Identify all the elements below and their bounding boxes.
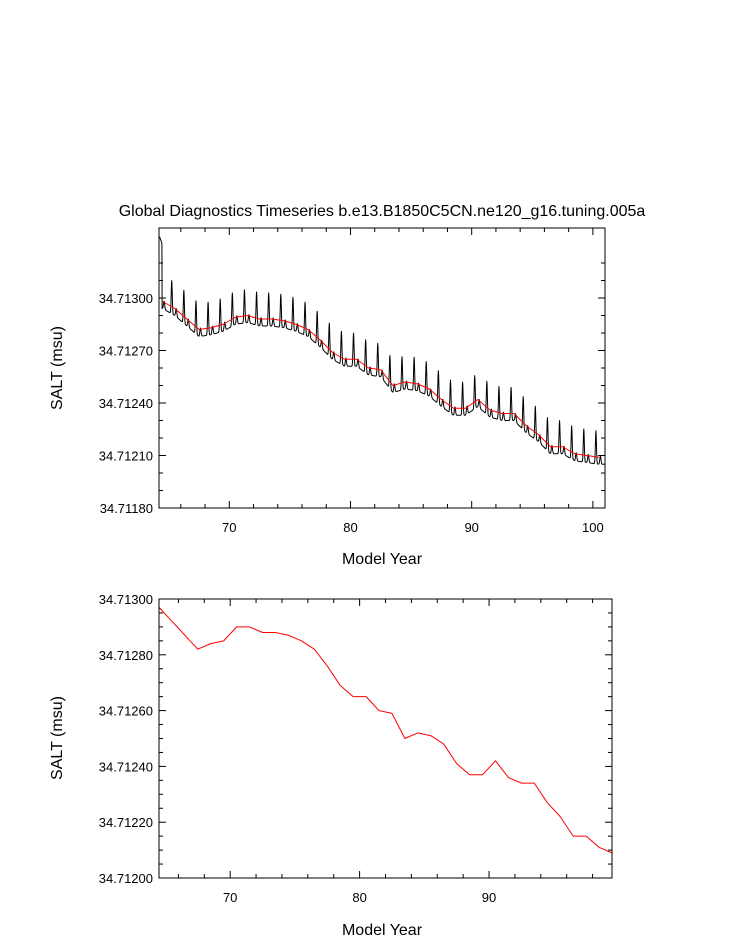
y-tick-label: 34.71270 bbox=[99, 344, 153, 359]
plot-area bbox=[158, 607, 613, 854]
chart-top: Global Diagnostics Timeseries b.e13.B185… bbox=[49, 203, 645, 568]
plot-area bbox=[159, 236, 606, 465]
x-axis: 70 80 90 bbox=[177, 599, 594, 905]
x-tick-label: 100 bbox=[582, 520, 604, 535]
chart-title: Global Diagnostics Timeseries b.e13.B185… bbox=[119, 203, 646, 220]
series-line-annual-mean bbox=[162, 301, 600, 458]
plot-frame bbox=[158, 227, 606, 509]
y-axis-label: SALT (msu) bbox=[49, 326, 66, 410]
x-axis-label: Model Year bbox=[342, 551, 423, 568]
x-tick-label: 80 bbox=[352, 890, 366, 905]
y-axis-label: SALT (msu) bbox=[49, 696, 66, 780]
y-tick-label: 34.71280 bbox=[99, 648, 153, 663]
series-line-annual-mean bbox=[158, 607, 613, 854]
y-tick-label: 34.71260 bbox=[99, 704, 153, 719]
y-tick-label: 34.71220 bbox=[99, 815, 153, 830]
y-tick-label: 34.71200 bbox=[99, 871, 153, 886]
y-tick-label: 34.71210 bbox=[99, 449, 153, 464]
x-tick-label: 70 bbox=[222, 520, 236, 535]
chart-bottom: 34.71200 34.71220 34.71240 34.71260 34.71280… bbox=[49, 592, 613, 939]
y-tick-label: 34.71180 bbox=[100, 501, 153, 516]
y-tick-label: 34.71300 bbox=[99, 291, 153, 306]
x-axis: 70 80 90 100 bbox=[180, 228, 604, 535]
plot-frame bbox=[158, 598, 613, 879]
y-tick-label: 34.71240 bbox=[99, 396, 153, 411]
x-axis-label: Model Year bbox=[342, 922, 423, 939]
x-tick-label: 80 bbox=[343, 520, 357, 535]
series-line-monthly bbox=[159, 236, 606, 465]
x-tick-label: 90 bbox=[464, 520, 478, 535]
y-tick-label: 34.71300 bbox=[99, 592, 153, 607]
x-tick-label: 90 bbox=[482, 890, 496, 905]
x-tick-label: 70 bbox=[223, 890, 237, 905]
y-axis: 34.71180 34.71210 34.71240 34.71270 34.71300 bbox=[99, 262, 605, 516]
y-tick-label: 34.71240 bbox=[99, 759, 153, 774]
y-axis: 34.71200 34.71220 34.71240 34.71260 34.71280… bbox=[99, 592, 612, 886]
